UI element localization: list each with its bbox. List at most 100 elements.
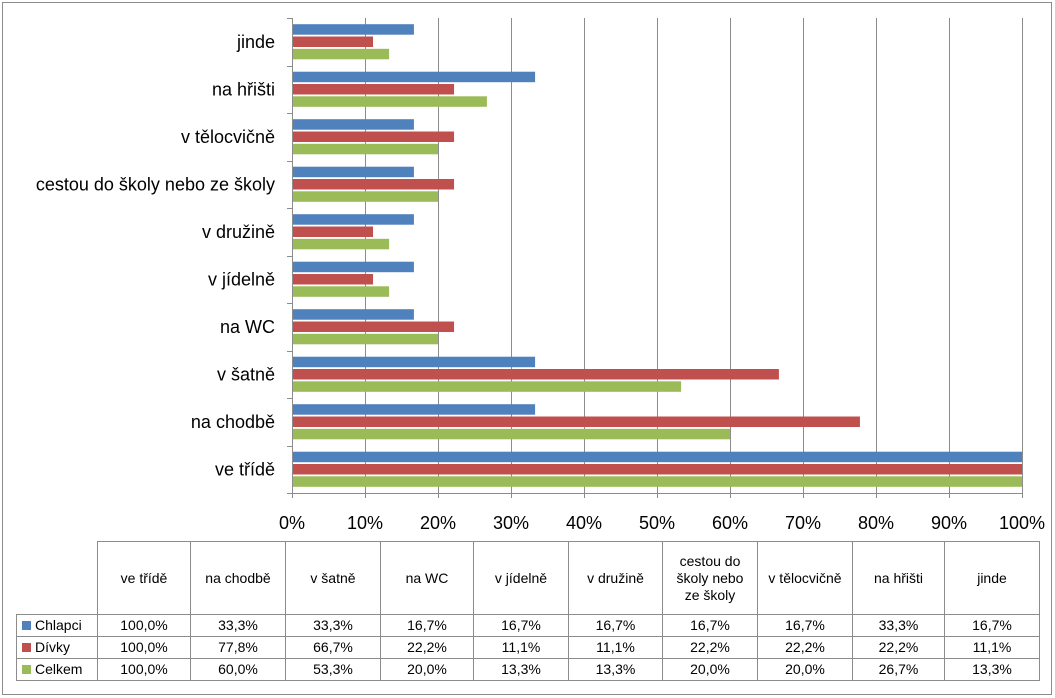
bar-chlapci-v-druzine	[293, 214, 414, 225]
bar-chlapci-v-satne	[293, 356, 536, 368]
x-tick-label: 40%	[566, 513, 602, 533]
table-cell-celkem-jinde: 13,3%	[944, 658, 1040, 681]
table-cell-celkem-v-druzine: 13,3%	[568, 658, 663, 681]
table-cell-divky-v-telocvicne: 22,2%	[757, 636, 853, 659]
table-cell-chlapci-na-chodbe: 33,3%	[190, 614, 286, 637]
x-tick-label: 10%	[347, 513, 383, 533]
table-cell-divky-jinde: 11,1%	[944, 636, 1040, 659]
bar-chlapci-jinde	[293, 24, 414, 35]
x-tick-label: 80%	[858, 513, 894, 533]
table-cell-divky-cestou-do-skoly-nebo-ze-skoly: 22,2%	[662, 636, 758, 659]
category-label-v-telocvicne: v tělocvičně	[181, 127, 275, 147]
bar-celkem-v-jidelne	[293, 286, 390, 297]
table-cell-celkem-na-chodbe: 60,0%	[190, 658, 286, 681]
table-header-ve-tride: ve třídě	[97, 541, 191, 615]
table-cell-divky-na-wc: 22,2%	[380, 636, 474, 659]
table-cell-celkem-cestou-do-skoly-nebo-ze-skoly: 20,0%	[662, 658, 758, 681]
bar-chlapci-cestou-do-skoly-nebo-ze-skoly	[293, 166, 414, 178]
table-cell-chlapci-v-jidelne: 16,7%	[473, 614, 569, 637]
table-header-na-hristi: na hřišti	[852, 541, 945, 615]
bar-chlapci-na-chodbe	[293, 404, 536, 415]
table-cell-celkem-v-telocvicne: 20,0%	[757, 658, 853, 681]
table-cell-chlapci-v-satne: 33,3%	[285, 614, 381, 637]
table-cell-divky-v-satne: 66,7%	[285, 636, 381, 659]
table-cell-chlapci-v-telocvicne: 16,7%	[757, 614, 853, 637]
table-cell-chlapci-na-wc: 16,7%	[380, 614, 474, 637]
table-header-v-jidelne: v jídelně	[473, 541, 569, 615]
table-cell-chlapci-v-druzine: 16,7%	[568, 614, 663, 637]
legend-entry-chlapci: Chlapci	[16, 614, 98, 637]
x-tick-label: 70%	[785, 513, 821, 533]
table-header-na-wc: na WC	[380, 541, 474, 615]
table-cell-chlapci-ve-tride: 100,0%	[97, 614, 191, 637]
table-header-cestou-do-skoly-nebo-ze-skoly: cestou do školy nebo ze školy	[662, 541, 758, 615]
table-header-v-telocvicne: v tělocvičně	[757, 541, 853, 615]
table-row-chlapci: Chlapci 100,0% 33,3% 33,3% 16,7% 16,7% 16,7% 16…	[16, 614, 1040, 637]
table-cell-divky-v-druzine: 11,1%	[568, 636, 663, 659]
bar-celkem-na-wc	[293, 333, 438, 345]
table-header-v-druzine: v družině	[568, 541, 663, 615]
table-cell-celkem-na-wc: 20,0%	[380, 658, 474, 681]
table-cell-celkem-ve-tride: 100,0%	[97, 658, 191, 681]
bar-celkem-cestou-do-skoly-nebo-ze-skoly	[293, 191, 438, 202]
bar-celkem-ve-tride	[293, 476, 1022, 487]
bar-divky-na-wc	[293, 321, 455, 332]
bars	[293, 24, 1022, 487]
bar-chart: ve třídě na chodbě v šatně na WC v jídelně v …	[36, 18, 1045, 533]
bar-chlapci-na-hristi	[293, 71, 536, 83]
bar-divky-ve-tride	[293, 464, 1022, 475]
table-cell-chlapci-cestou-do-skoly-nebo-ze-skoly: 16,7%	[662, 614, 758, 637]
bar-celkem-v-telocvicne	[293, 143, 438, 155]
axes	[287, 18, 1023, 498]
table-cell-celkem-v-jidelne: 13,3%	[473, 658, 569, 681]
table-header-row: ve třídě na chodbě v šatně na WC v jídelně v …	[16, 541, 1040, 615]
table-header-na-chodbe: na chodbě	[190, 541, 286, 615]
legend-key-chlapci	[22, 621, 31, 630]
category-label-v-satne: v šatně	[217, 364, 275, 384]
category-label-na-chodbe: na chodbě	[191, 412, 275, 432]
table-cell-divky-na-chodbe: 77,8%	[190, 636, 286, 659]
category-label-na-wc: na WC	[220, 317, 275, 337]
legend-entry-celkem: Celkem	[16, 658, 98, 681]
category-label-v-jidelne: v jídelně	[208, 269, 275, 289]
table-cell-divky-na-hristi: 22,2%	[852, 636, 945, 659]
legend-entry-divky: Dívky	[16, 636, 98, 659]
table-cell-celkem-v-satne: 53,3%	[285, 658, 381, 681]
category-label-jinde: jinde	[236, 32, 275, 52]
bar-chlapci-ve-tride	[293, 451, 1022, 463]
bar-divky-cestou-do-skoly-nebo-ze-skoly	[293, 179, 455, 190]
table-row-divky: Dívky 100,0% 77,8% 66,7% 22,2% 11,1% 11,1% 22,2…	[16, 636, 1040, 659]
table-cell-chlapci-jinde: 16,7%	[944, 614, 1040, 637]
bar-celkem-v-satne	[293, 381, 682, 392]
table-cell-divky-ve-tride: 100,0%	[97, 636, 191, 659]
bar-chlapci-v-telocvicne	[293, 119, 414, 130]
bar-divky-v-druzine	[293, 226, 374, 237]
category-labels: ve třídě na chodbě v šatně na WC v jídelně v …	[36, 32, 275, 480]
category-label-na-hristi: na hřišti	[212, 79, 275, 99]
legend-key-divky	[22, 643, 31, 652]
table-header-jinde: jinde	[944, 541, 1040, 615]
x-tick-label: 0%	[279, 513, 305, 533]
bar-celkem-na-hristi	[293, 96, 487, 107]
bar-chlapci-na-wc	[293, 309, 414, 320]
x-tick-label: 60%	[712, 513, 748, 533]
table-cell-celkem-na-hristi: 26,7%	[852, 658, 945, 681]
category-label-cestou-do-skoly-nebo-ze-skoly: cestou do školy nebo ze školy	[36, 174, 275, 194]
bar-chlapci-v-jidelne	[293, 261, 414, 273]
x-tick-label: 20%	[420, 513, 456, 533]
data-table: ve třídě na chodbě v šatně na WC v jídelně v …	[16, 541, 1040, 681]
table-cell-chlapci-na-hristi: 33,3%	[852, 614, 945, 637]
bar-celkem-v-druzine	[293, 238, 390, 250]
table-corner	[16, 541, 98, 615]
bar-divky-jinde	[293, 36, 374, 47]
x-tick-labels: 0% 10% 20% 30% 40% 50% 60% 70% 80% 90% 100%	[279, 513, 1045, 533]
bar-celkem-na-chodbe	[293, 428, 730, 440]
table-cell-divky-v-jidelne: 11,1%	[473, 636, 569, 659]
table-header-v-satne: v šatně	[285, 541, 381, 615]
bar-celkem-jinde	[293, 48, 390, 60]
bar-divky-v-telocvicne	[293, 131, 455, 142]
x-tick-label: 100%	[999, 513, 1045, 533]
x-tick-label: 90%	[931, 513, 967, 533]
bar-divky-na-hristi	[293, 84, 455, 95]
bar-divky-v-jidelne	[293, 274, 374, 285]
